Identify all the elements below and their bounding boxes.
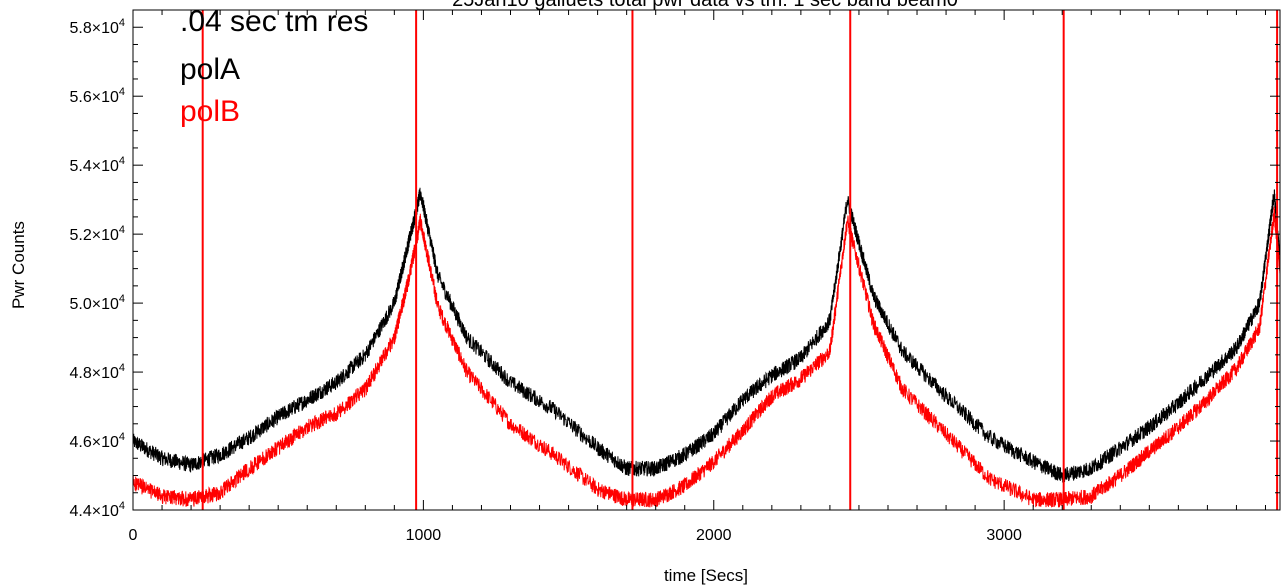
x-tick-label-2: 2000 xyxy=(696,527,732,544)
axes-group xyxy=(132,9,1281,511)
y-tick-label-1: 4.6×104 xyxy=(69,431,125,451)
y-tick-label-4: 5.2×104 xyxy=(69,224,125,244)
x-tick-label-1: 1000 xyxy=(406,527,442,544)
legend-polB: polB xyxy=(180,95,240,128)
series-line-polA xyxy=(132,187,1281,483)
x-tick-label-0: 0 xyxy=(129,527,138,544)
resolution-annotation: .04 sec tm res xyxy=(180,5,368,38)
y-axis-label: Pwr Counts xyxy=(9,221,28,309)
series-line-polB xyxy=(132,206,1281,508)
y-tick-label-5: 5.4×104 xyxy=(69,155,125,175)
y-tick-label-3: 5.0×104 xyxy=(69,293,125,313)
y-tick-label-2: 4.8×104 xyxy=(69,362,125,382)
y-tick-label-0: 4.4×104 xyxy=(69,500,125,520)
y-tick-label-7: 5.8×104 xyxy=(69,17,125,37)
x-tick-label-3: 3000 xyxy=(986,527,1022,544)
legend-polA: polA xyxy=(180,53,240,86)
x-axis-label: time [Secs] xyxy=(664,566,748,585)
y-tick-label-6: 5.6×104 xyxy=(69,86,125,106)
chart-title: 25Jan10 galluets total pwr data vs tm: 1… xyxy=(452,0,958,11)
plot-frame xyxy=(132,9,1281,511)
series-group xyxy=(132,187,1281,508)
ticks-group: 0 1000 2000 3000 4.4×104 4.6×104 4.8×104 5.0×10… xyxy=(69,9,1280,544)
spikes-group xyxy=(201,10,1279,510)
